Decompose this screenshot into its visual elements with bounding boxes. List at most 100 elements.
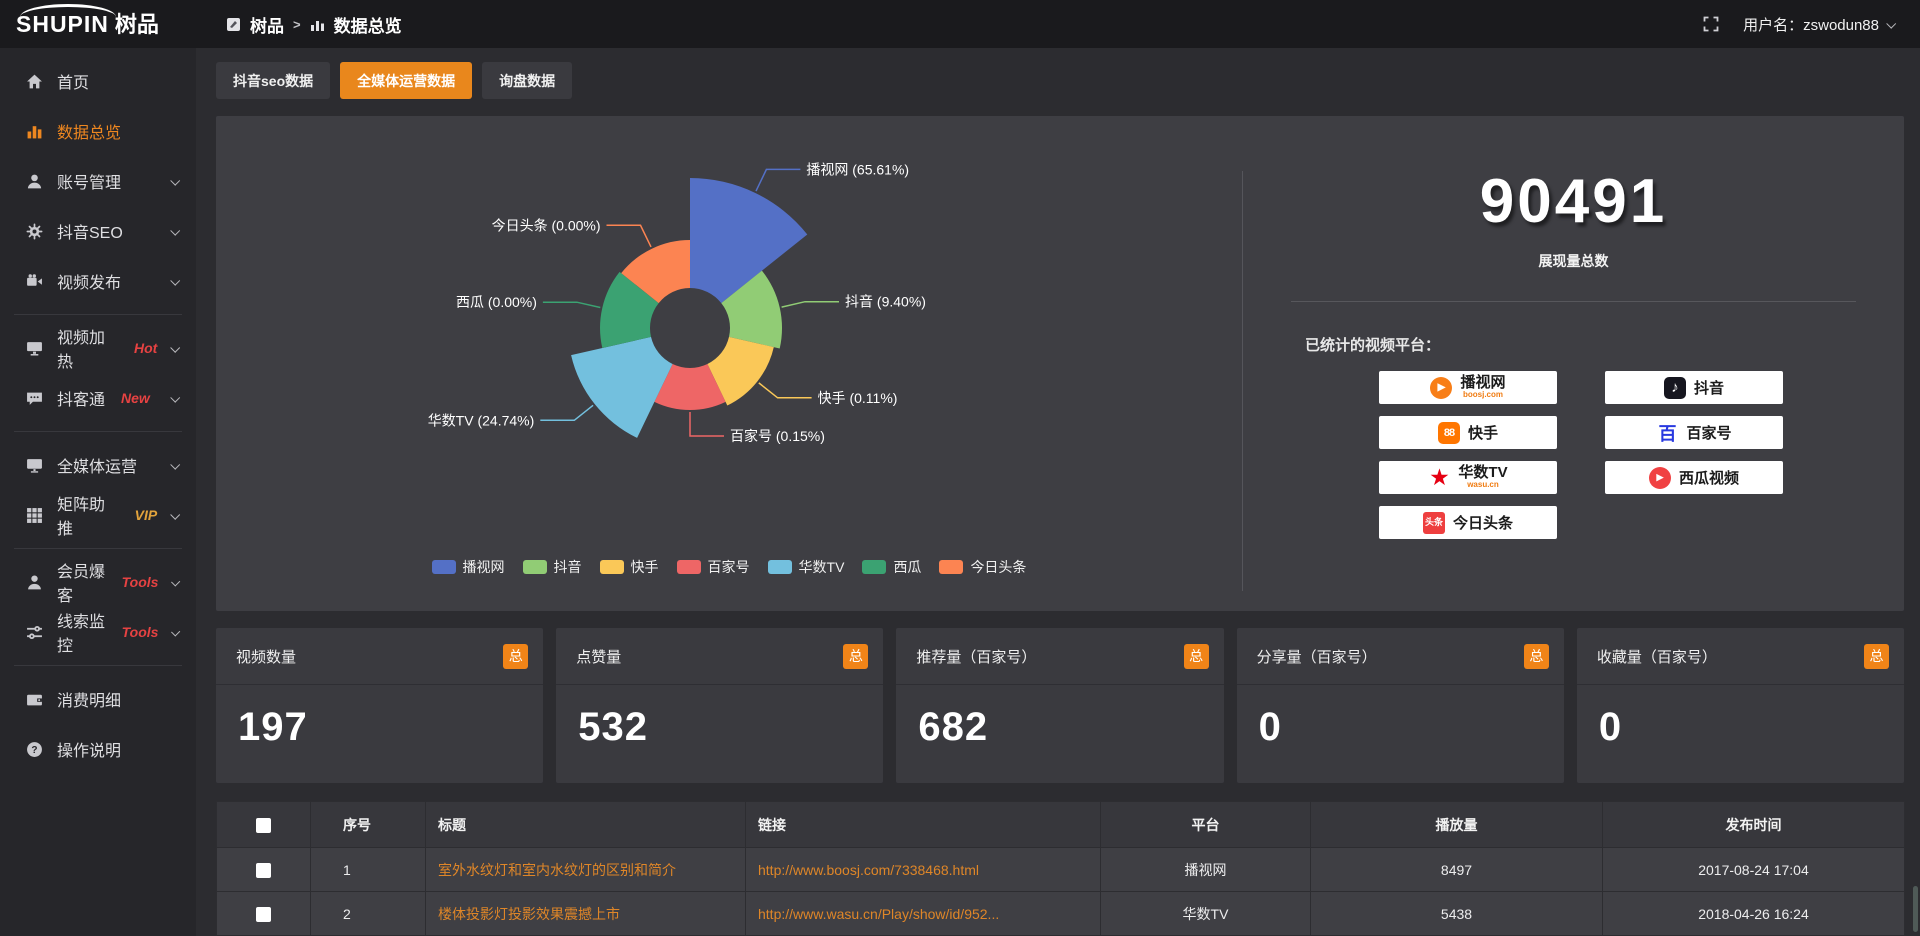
sidebar-item-help[interactable]: ? 操作说明 [0,724,196,774]
breadcrumb-item-current[interactable]: 数据总览 [333,16,402,36]
legend-item-百家号[interactable]: 百家号 [676,557,750,577]
person-icon [28,574,41,589]
platform-badge-douyin: ♪ 抖音 [1605,371,1783,404]
legend-item-西瓜[interactable]: 西瓜 [862,557,921,577]
sidebar-item-data-overview[interactable]: 数据总览 [0,106,196,156]
svg-text:?: ? [31,745,37,756]
platform-badge-boosj: ▶ 播视网 boosj.com [1379,371,1557,404]
sidebar-item-video-publish[interactable]: 视频发布 [0,256,196,306]
xigua-logo-icon: ▶ [1648,466,1671,489]
tab-douyin-seo-data[interactable]: 抖音seo数据 [216,62,331,99]
sidebar-item-account[interactable]: 账号管理 [0,156,196,206]
pie-slice-今日头条[interactable] [621,240,690,304]
sidebar-item-douyin-seo[interactable]: 抖音SEO [0,206,196,256]
wallet-icon [27,694,42,705]
platform-name: 华数TV [1458,464,1508,482]
legend-item-播视网[interactable]: 播视网 [431,557,505,577]
pie-slice-西瓜[interactable] [600,271,659,348]
breadcrumb-separator: > [293,16,301,32]
chevron-down-icon [171,626,181,636]
douyin-logo-icon: ♪ [1663,376,1686,399]
total-badge: 总 [503,643,529,669]
sidebar-item-label: 全媒体运营 [57,459,138,476]
chevron-down-icon [1886,18,1897,29]
tools-tag: Tools [121,574,159,590]
sidebar-item-spend-detail[interactable]: 消费明细 [0,674,196,724]
breadcrumb-item-root[interactable]: 树品 [250,16,284,36]
pie-label-line [542,301,601,309]
sidebar-item-label: 首页 [57,75,90,92]
sidebar-item-video-heat[interactable]: 视频加热 Hot [0,323,196,373]
pie-slice-播视网[interactable] [690,178,808,304]
stat-title: 分享量（百家号） [1256,648,1377,666]
video-title-link[interactable]: 楼体投影灯投影效果震撼上市 [438,905,620,922]
pie-slice-抖音[interactable] [721,270,783,349]
stat-card-video-count: 视频数量 总 197 [216,628,544,783]
chevron-down-icon [170,275,181,286]
sidebar-item-douketong[interactable]: 抖客通 New [0,373,196,423]
stat-value: 0 [1598,705,1623,749]
sidebar-item-label: 会员爆客 [57,564,106,605]
stat-card-recommends: 推荐量（百家号） 总 682 [896,628,1224,783]
platform-badge-wasu: ★ 华数TV wasu.cn [1379,461,1557,494]
cell-plays: 8497 [1310,847,1603,892]
total-badge: 总 [1864,643,1890,669]
table-header-row: 序号 标题 链接 平台 播放量 发布时间 [216,801,1905,848]
sidebar-item-home[interactable]: 首页 [0,56,196,106]
platform-badges: ▶ 播视网 boosj.com ♪ 抖音 88 快手 百 百家号 ★ 华数TV [1379,371,1856,539]
stat-value: 197 [238,705,308,749]
sidebar-item-label: 视频加热 [57,330,106,371]
row-checkbox[interactable] [256,906,271,922]
rose-pie-chart: 播视网 (65.61%) 抖音 (9.40%) 快手 (0.11%) 百家号 (0.1… [428,161,926,444]
video-url-link[interactable]: http://www.wasu.cn/Play/show/id/952... [758,905,1000,922]
chevron-down-icon [170,342,181,353]
user-menu[interactable]: 用户名：zswodun88 [1743,14,1897,35]
tab-inquiry-data[interactable]: 询盘数据 [482,62,573,99]
stat-value: 682 [918,705,989,749]
pie-slice-百家号[interactable] [654,364,726,411]
sidebar-item-matrix-boost[interactable]: 矩阵助推 VIP [0,490,196,540]
legend-item-快手[interactable]: 快手 [599,557,659,577]
fullscreen-icon[interactable] [1703,16,1719,32]
legend-item-华数TV[interactable]: 华数TV [767,557,844,577]
col-header-link: 链接 [745,801,1101,848]
tab-bar: 抖音seo数据 全媒体运营数据 询盘数据 [216,62,1904,99]
logo-cn-text: 树品 [114,11,159,37]
tab-omnimedia-data[interactable]: 全媒体运营数据 [340,62,473,99]
cell-plays: 5438 [1310,891,1603,936]
legend-label: 今日头条 [970,559,1027,575]
stat-value: 0 [1258,705,1282,749]
row-checkbox[interactable] [256,862,271,878]
grid-icon [27,507,42,523]
select-all-checkbox[interactable] [256,817,271,833]
sidebar-item-omnimedia[interactable]: 全媒体运营 [0,440,196,490]
sidebar-item-member-burst[interactable]: 会员爆客 Tools [0,557,196,607]
chevron-down-icon [170,175,181,186]
total-impressions-value: 90491 [1479,167,1668,236]
video-title-link[interactable]: 室外水纹灯和室内水纹灯的区别和简介 [438,861,676,878]
pie-label-line [606,224,652,248]
sidebar-divider [14,665,182,666]
pie-label: 西瓜 (0.00%) [456,294,537,310]
video-table: 序号 标题 链接 平台 播放量 发布时间 1 室外水纹灯和室内水纹灯的区别和简介… [216,801,1905,936]
table-row: 1 室外水纹灯和室内水纹灯的区别和简介 http://www.boosj.com… [216,847,1905,892]
summary-panel: 90491 展现量总数 已统计的视频平台： ▶ 播视网 boosj.com ♪ 抖… [1243,116,1904,611]
table-row: 2 楼体投影灯投影效果震撼上市 http://www.wasu.cn/Play/… [216,891,1905,936]
col-header-index: 序号 [310,801,426,848]
legend-label: 抖音 [553,559,582,575]
sidebar-item-lead-monitor[interactable]: 线索监控 Tools [0,607,196,657]
legend-item-抖音[interactable]: 抖音 [522,557,582,577]
scrollbar-thumb[interactable] [1913,886,1918,932]
total-badge: 总 [1523,643,1549,669]
video-url-link[interactable]: http://www.boosj.com/7338468.html [758,861,980,878]
logo-wordmark: SHUPIN [16,3,116,37]
pie-slice-华数TV[interactable] [571,336,673,438]
legend-swatch [939,560,964,574]
vip-tag: VIP [134,507,158,523]
pie-label: 播视网 (65.61%) [806,161,909,177]
legend-item-今日头条[interactable]: 今日头条 [939,557,1026,577]
pie-slice-快手[interactable] [707,336,774,406]
platform-name: 西瓜视频 [1678,470,1739,487]
pie-label-line [540,404,594,422]
cell-index: 2 [310,891,426,936]
